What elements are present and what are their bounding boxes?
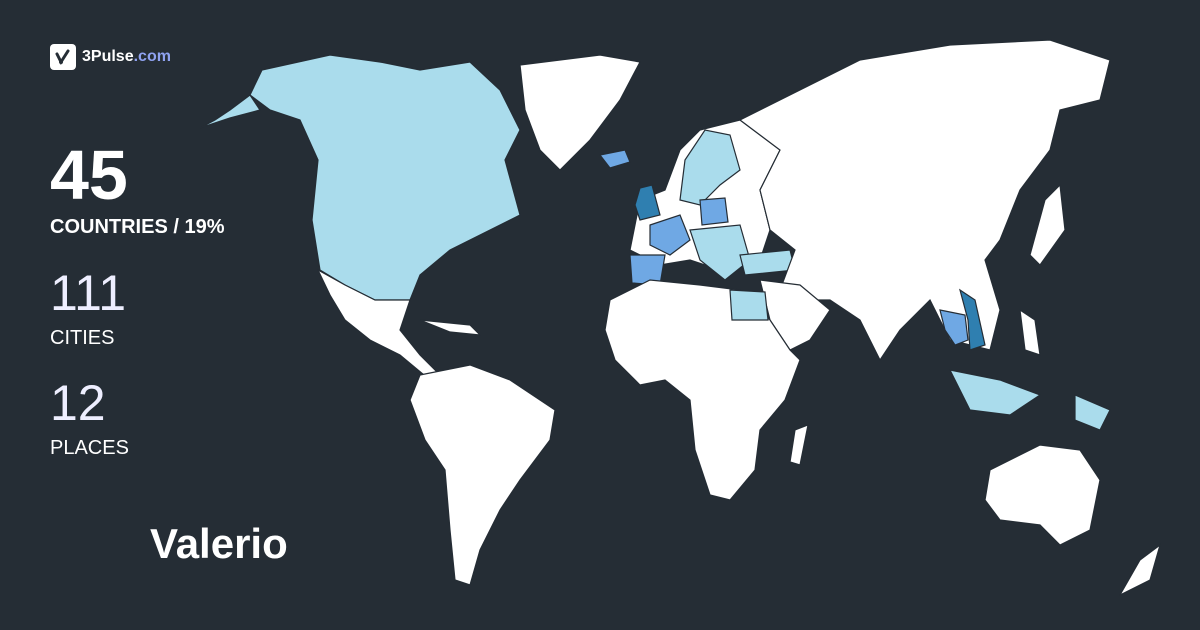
country-vietnam bbox=[959, 288, 986, 351]
country-malaysia-indonesia bbox=[948, 369, 1042, 416]
brand-logo[interactable]: 3Pulse.com bbox=[50, 44, 171, 70]
country-thailand-cambodia bbox=[939, 309, 969, 346]
country-philippines bbox=[1019, 308, 1041, 356]
new-zealand bbox=[1118, 543, 1162, 597]
pulse-check-icon bbox=[50, 44, 76, 70]
places-label: PLACES bbox=[50, 437, 129, 459]
country-iceland bbox=[598, 149, 631, 169]
country-usa-canada bbox=[249, 54, 521, 301]
country-papua bbox=[1074, 394, 1111, 431]
asia bbox=[738, 39, 1111, 362]
places-count: 12 bbox=[50, 375, 106, 431]
countries-count: 45 bbox=[50, 136, 128, 214]
country-egypt bbox=[729, 289, 769, 321]
country-greenland bbox=[519, 54, 641, 171]
country-japan bbox=[1029, 183, 1066, 266]
australia bbox=[984, 444, 1101, 546]
user-name: Valerio bbox=[150, 520, 288, 567]
country-poland bbox=[699, 197, 729, 226]
caribbean bbox=[419, 319, 482, 336]
brand-name: 3Pulse.com bbox=[82, 48, 171, 65]
country-uk bbox=[634, 184, 661, 221]
country-france bbox=[649, 214, 691, 256]
cities-count: 111 bbox=[50, 265, 127, 321]
country-italy-balkans bbox=[689, 224, 751, 281]
south-america bbox=[409, 364, 556, 586]
cities-label: CITIES bbox=[50, 327, 115, 349]
country-madagascar bbox=[789, 424, 809, 466]
countries-label: COUNTRIES / 19% bbox=[50, 216, 225, 238]
country-alaska-islands bbox=[199, 94, 261, 129]
